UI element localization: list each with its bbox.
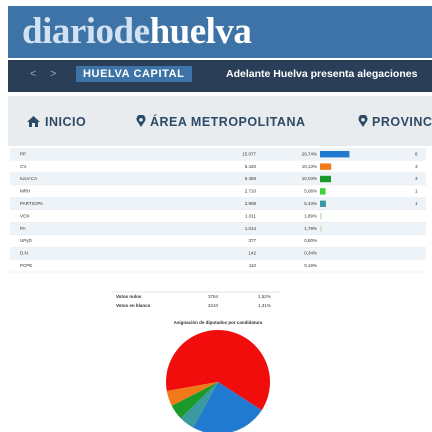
logo[interactable]: diariodehuelva [22, 10, 252, 53]
summary-label: Votos nulos [116, 294, 142, 299]
party-percent: 0,19% [304, 263, 317, 268]
party-votes: 2.710 [245, 189, 257, 194]
party-votes: 1.011 [245, 213, 256, 218]
party-votes: 5.420 [245, 164, 257, 169]
party-percent: 5,43% [304, 201, 317, 206]
table-row [10, 222, 426, 235]
party-name: VOX [20, 213, 30, 218]
table-row [10, 172, 426, 186]
summary-votes: 3764 [208, 294, 219, 299]
pie-slice [166, 329, 271, 411]
menu-label: PROVINCIA [371, 115, 432, 129]
party-seats: 8 [415, 151, 418, 156]
logo-part: huelva [149, 11, 252, 52]
table-row [10, 259, 426, 272]
table-row [10, 247, 426, 260]
party-name: PARTICIPA [20, 201, 43, 206]
party-name: PP [20, 151, 26, 156]
table-row [10, 160, 426, 173]
menu-label: INICIO [44, 115, 87, 129]
prev-arrow[interactable]: < [30, 68, 37, 80]
table-row [10, 197, 426, 210]
share-bar [320, 200, 326, 207]
table-row [10, 148, 426, 161]
share-bar [320, 225, 322, 232]
menu-label: ÁREA METROPOLITANA [149, 115, 306, 129]
logo-part: diariode [22, 11, 150, 52]
share-bar [320, 188, 326, 195]
party-votes: 15.077 [242, 151, 256, 156]
table-row [10, 234, 426, 248]
summary-votes: 3210 [208, 303, 219, 308]
share-bar [320, 163, 332, 170]
party-seats: 3 [415, 176, 418, 181]
menu: INICIO ÁREA METROPOLITANA PROVINCIA [8, 96, 432, 146]
party-percent: 0,34% [304, 251, 317, 256]
party-seats: 3 [415, 164, 418, 169]
pie-title: Asignación de diputados por candidatura [174, 320, 263, 325]
ticker-text[interactable]: Adelante Huelva presenta alegaciones [226, 68, 418, 80]
party-seats: 1 [415, 201, 418, 206]
header: diariodehuelva [8, 6, 432, 58]
pie-slice [166, 382, 218, 406]
party-percent: 10,03% [302, 176, 317, 181]
menu-item[interactable]: PROVINCIA [358, 114, 432, 129]
party-name: PCPE [20, 263, 32, 268]
share-bar [320, 213, 323, 220]
pin-icon [136, 114, 146, 127]
menu-item[interactable]: ÁREA METROPOLITANA [136, 114, 306, 129]
pie-slice [171, 382, 218, 419]
party-name: IULV-CA [20, 176, 37, 181]
ticker-bar: < > HUELVA CAPITAL Adelante Huelva prese… [8, 60, 432, 92]
pie-slice [193, 382, 262, 432]
party-votes: 2.908 [245, 201, 257, 206]
party-name: MRH [20, 189, 30, 194]
party-seats: 1 [415, 189, 418, 194]
next-arrow[interactable]: > [50, 68, 57, 80]
party-votes: 1.014 [245, 226, 257, 231]
party-percent: 1,89% [304, 213, 317, 218]
share-bar [320, 151, 350, 158]
summary-percent: 1,31% [258, 303, 271, 308]
home-icon [27, 116, 40, 127]
party-percent: 5,06% [304, 189, 317, 194]
party-votes: 110 [249, 263, 257, 268]
party-percent: 10,13% [302, 164, 317, 169]
summary-percent: 1,52% [258, 294, 271, 299]
pie-slice [180, 382, 218, 428]
party-percent: 1,78% [304, 226, 317, 231]
party-name: PA [20, 226, 26, 231]
menu-item[interactable]: INICIO [26, 115, 86, 129]
table-row [10, 185, 426, 198]
party-votes: 5.369 [245, 176, 257, 181]
party-votes: 142 [248, 251, 256, 256]
party-name: UPyD [20, 238, 33, 243]
party-percent: 0,80% [304, 238, 317, 243]
table-row [10, 210, 426, 223]
party-percent: 26,74% [302, 151, 317, 156]
party-name: D.N. [20, 251, 29, 256]
badge[interactable]: HUELVA CAPITAL [76, 66, 192, 82]
share-bar [320, 175, 332, 183]
party-name: C's [20, 164, 27, 169]
party-votes: 377 [248, 238, 256, 243]
pin-icon [358, 114, 368, 127]
summary-label: Votos en blanco [116, 303, 151, 308]
